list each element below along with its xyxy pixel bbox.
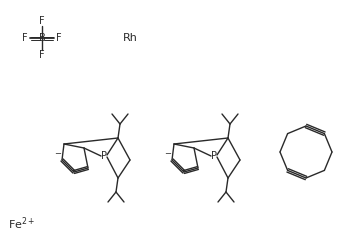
Text: F: F bbox=[56, 33, 62, 43]
Text: F: F bbox=[39, 50, 45, 60]
Text: Fe$^{2+}$: Fe$^{2+}$ bbox=[8, 216, 36, 232]
Text: F: F bbox=[22, 33, 28, 43]
Text: Rh: Rh bbox=[122, 33, 137, 43]
Text: −: − bbox=[164, 150, 172, 159]
Text: −: − bbox=[55, 150, 61, 159]
Text: F: F bbox=[39, 16, 45, 26]
Text: P: P bbox=[211, 151, 217, 161]
Text: P: P bbox=[101, 151, 107, 161]
Text: B: B bbox=[39, 33, 45, 43]
